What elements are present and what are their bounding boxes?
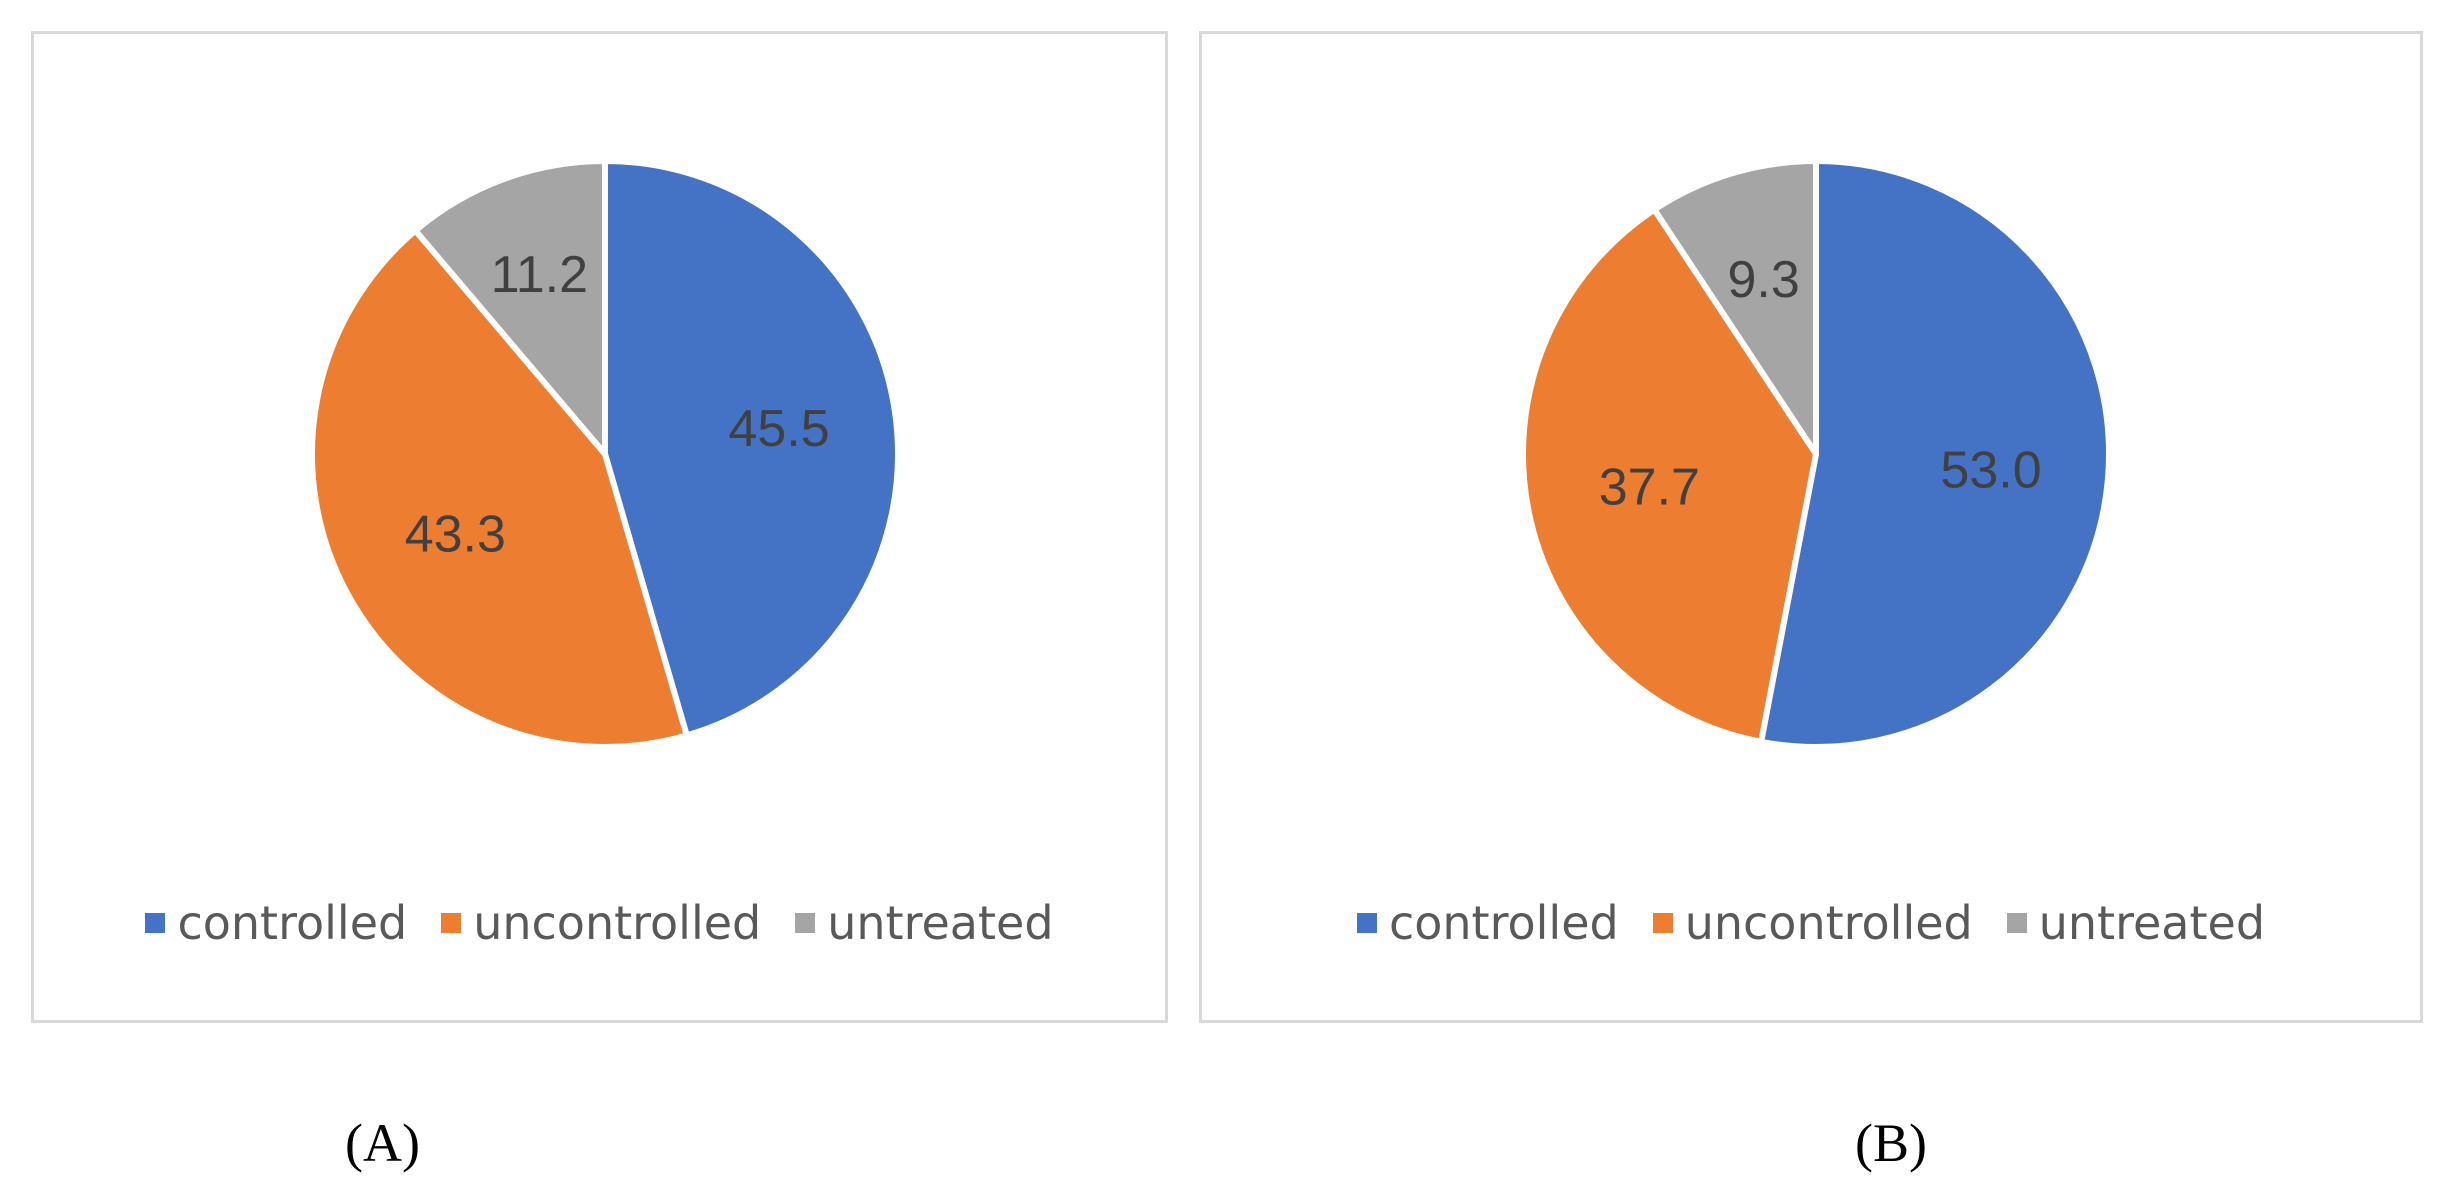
legend-swatch-untreated [795, 913, 816, 933]
chart-panel-b: 53.0 37.7 9.3 controlled uncontrolled untr… [1199, 31, 2423, 1023]
panel-caption-b: (B) [1855, 1113, 1927, 1173]
legend-swatch-uncontrolled [1652, 913, 1673, 933]
legend-label-untreated: untreated [827, 896, 1054, 950]
data-label-controlled: 45.5 [728, 400, 829, 458]
legend-label-uncontrolled: uncontrolled [473, 896, 762, 950]
legend-swatch-controlled [1356, 913, 1377, 933]
data-label-untreated: 9.3 [1728, 251, 1800, 309]
pie-chart-b: 53.0 37.7 9.3 [1520, 158, 2112, 750]
pie-slice-untreated [412, 158, 608, 457]
legend-swatch-untreated [2006, 913, 2027, 933]
legend-label-uncontrolled: uncontrolled [1684, 896, 1973, 950]
legend-item-untreated: untreated [2006, 896, 2266, 950]
panel-caption-a: (A) [345, 1113, 420, 1173]
legend-label-controlled: controlled [177, 896, 408, 950]
data-label-uncontrolled: 43.3 [405, 505, 506, 563]
pie-slice-controlled [1758, 158, 2112, 750]
legend-item-uncontrolled: uncontrolled [441, 896, 761, 950]
data-label-uncontrolled: 37.7 [1599, 458, 1700, 516]
pie-slice-uncontrolled [1520, 206, 1819, 745]
legend-item-untreated: untreated [795, 896, 1054, 950]
pie-slice-controlled [602, 158, 901, 739]
data-label-controlled: 53.0 [1940, 442, 2041, 500]
pie-slice-untreated [1651, 158, 1819, 457]
legend-item-controlled: controlled [145, 896, 407, 950]
legend-label-controlled: controlled [1388, 896, 1619, 950]
legend-swatch-uncontrolled [441, 913, 462, 933]
legend-a: controlled uncontrolled untreated [34, 896, 1165, 950]
chart-panel-a: 45.5 43.3 11.2 controlled uncontrolled unt… [31, 31, 1168, 1023]
legend-label-untreated: untreated [2038, 896, 2266, 950]
pie-slice-uncontrolled [309, 227, 690, 750]
legend-item-controlled: controlled [1356, 896, 1619, 950]
legend-swatch-controlled [145, 913, 166, 933]
pie-chart-a: 45.5 43.3 11.2 [309, 158, 901, 750]
legend-item-uncontrolled: uncontrolled [1652, 896, 1973, 950]
legend-b: controlled uncontrolled untreated [1202, 896, 2420, 950]
data-label-untreated: 11.2 [491, 246, 588, 304]
